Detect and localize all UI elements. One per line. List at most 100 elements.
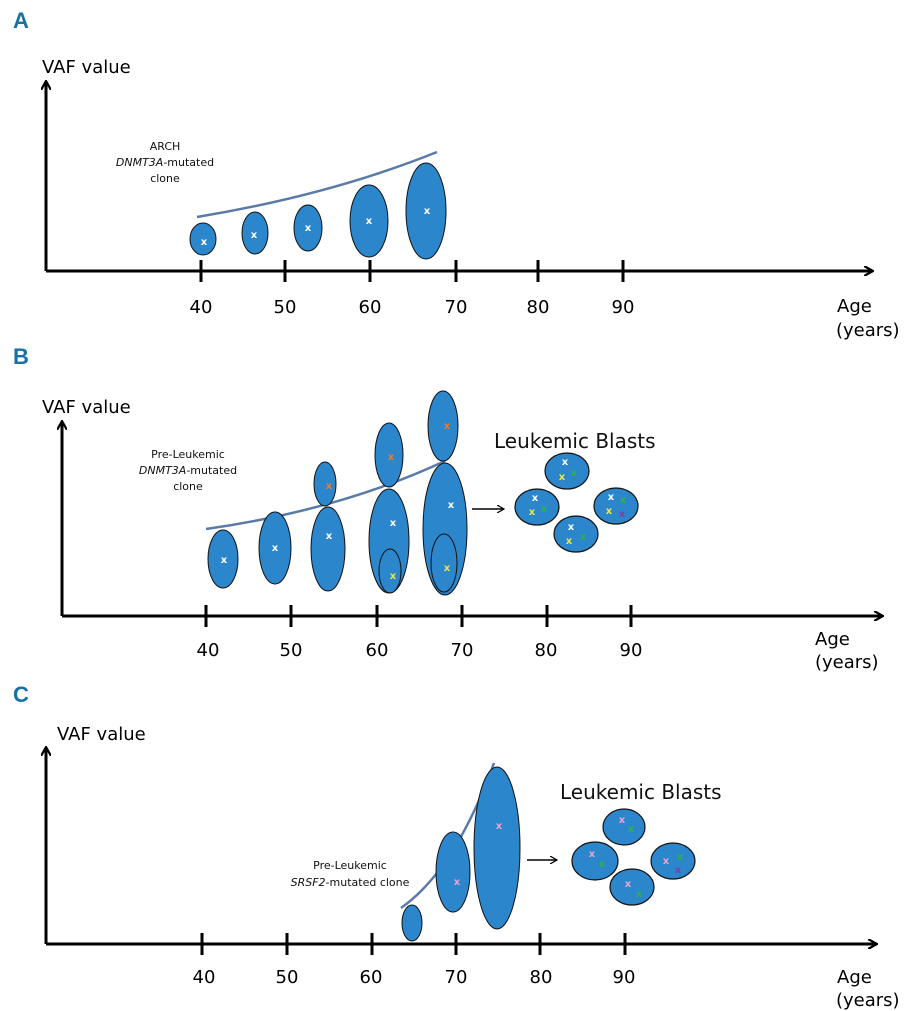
gene-suffix: -mutated clone (326, 876, 410, 889)
blast-cell (602, 808, 646, 846)
mutation-mark: x (559, 472, 566, 483)
mutation-mark: x (568, 522, 575, 533)
tick-label: 80 (530, 967, 553, 988)
mutation-mark: x (390, 518, 397, 529)
subclone-ellipse (313, 461, 337, 507)
mutation-mark: x (589, 849, 596, 860)
mutation-mark: x (388, 452, 395, 463)
panel-c-annotation-line2: SRSF2-mutated clone (291, 876, 410, 889)
clone-ellipse (189, 222, 217, 256)
subclone-ellipse (378, 548, 402, 594)
tick-label: 60 (366, 640, 389, 661)
panel-a-annotation-line1: ARCH (150, 140, 181, 153)
mutation-mark: x (529, 507, 536, 518)
gene-name: SRSF2 (291, 876, 326, 889)
clone-ellipse (293, 204, 323, 252)
clone-ellipse (310, 506, 346, 592)
mutation-mark: x (448, 500, 455, 511)
tick-label: 40 (193, 967, 216, 988)
mutation-mark: x (625, 879, 632, 890)
mutation-mark: x (675, 865, 682, 876)
mutation-mark: x (326, 531, 333, 542)
gene-name: DNMT3A (116, 156, 163, 169)
mutation-mark: x (366, 216, 373, 227)
clone-ellipse (435, 831, 471, 913)
panel-c-label: C (13, 682, 29, 707)
mutation-mark: x (562, 457, 569, 468)
mutation-mark: x (636, 889, 643, 900)
mutation-mark: x (305, 223, 312, 234)
tick-label: 40 (197, 640, 220, 661)
clone-ellipse (241, 211, 269, 255)
tick-label: 80 (527, 297, 550, 318)
tick-label: 70 (445, 297, 468, 318)
mutation-mark: x (580, 532, 587, 543)
blast-cell (571, 841, 619, 881)
panel-b-y-axis-title: VAF value (42, 397, 131, 418)
tick-label: 80 (535, 640, 558, 661)
mutation-mark: x (251, 230, 258, 241)
mutation-mark: x (326, 481, 333, 492)
panel-b-trend-line (205, 459, 446, 531)
mutation-mark: x (571, 468, 578, 479)
tick-label: 70 (451, 640, 474, 661)
mutation-mark: x (566, 536, 573, 547)
blast-cell (514, 488, 560, 526)
mutation-mark: x (599, 859, 606, 870)
mutation-mark: x (619, 815, 626, 826)
clone-ellipse (258, 511, 292, 585)
mutation-mark: x (606, 506, 613, 517)
mutation-mark: x (272, 543, 279, 554)
mutation-mark: x (608, 492, 615, 503)
gene-name: DNMT3A (139, 464, 186, 477)
tick-label: 90 (613, 967, 636, 988)
panel-a-clones: x x x x x (189, 162, 447, 260)
blast-cell (544, 452, 590, 490)
panel-a-trend-line (196, 150, 438, 219)
tick-label: 60 (360, 967, 383, 988)
clone-ellipse (207, 529, 239, 589)
clone-ellipse (473, 766, 521, 930)
mutation-mark: x (444, 421, 451, 432)
panel-a-annotation-line2: DNMT3A-mutated (116, 156, 214, 169)
tick-label: 50 (274, 297, 297, 318)
panel-c-annotation-line1: Pre-Leukemic (313, 859, 387, 872)
panel-a-ticks: 40 50 60 70 80 90 (190, 260, 635, 318)
panel-b-leukemic-blasts: x x x x x x x x x x x x x (514, 452, 639, 553)
panel-b-annotation-line2: DNMT3A-mutated (139, 464, 237, 477)
panel-a-y-axis-title: VAF value (42, 57, 131, 78)
panel-c-x-axis-title: Age (837, 967, 872, 988)
tick-label: 90 (620, 640, 643, 661)
tick-label: 50 (280, 640, 303, 661)
blast-cell (609, 868, 655, 906)
gene-suffix: -mutated (163, 156, 214, 169)
mutation-mark: x (424, 206, 431, 217)
tick-label: 60 (359, 297, 382, 318)
panel-a-x-axis-title: Age (837, 296, 872, 317)
blast-cell (593, 487, 639, 525)
panel-c-ticks: 40 50 60 70 80 90 (193, 933, 636, 988)
panel-b-blasts-title: Leukemic Blasts (494, 429, 656, 453)
mutation-mark: x (496, 821, 503, 832)
tick-label: 90 (612, 297, 635, 318)
panel-b: B VAF value 40 50 60 70 80 90 Age (years… (13, 344, 882, 673)
mutation-mark: x (620, 495, 627, 506)
mutation-mark: x (663, 856, 670, 867)
gene-suffix: -mutated (186, 464, 237, 477)
panel-a: A VAF value 40 50 60 70 80 90 Age (years… (13, 8, 900, 341)
clone-ellipse (401, 904, 423, 942)
panel-b-annotation-line3: clone (173, 480, 203, 493)
panel-b-x-axis-title: Age (815, 629, 850, 650)
panel-a-label: A (13, 8, 29, 33)
panel-b-ticks: 40 50 60 70 80 90 (197, 605, 643, 661)
mutation-mark: x (454, 877, 461, 888)
panel-c-leukemic-blasts: x x x x x x x x x (571, 808, 696, 906)
panel-b-label: B (13, 344, 29, 369)
mutation-mark: x (532, 493, 539, 504)
panel-b-annotation-line1: Pre-Leukemic (151, 448, 225, 461)
blast-cell (650, 842, 696, 880)
mutation-mark: x (619, 509, 626, 520)
panel-a-annotation-line3: clone (150, 172, 180, 185)
mutation-mark: x (444, 563, 451, 574)
